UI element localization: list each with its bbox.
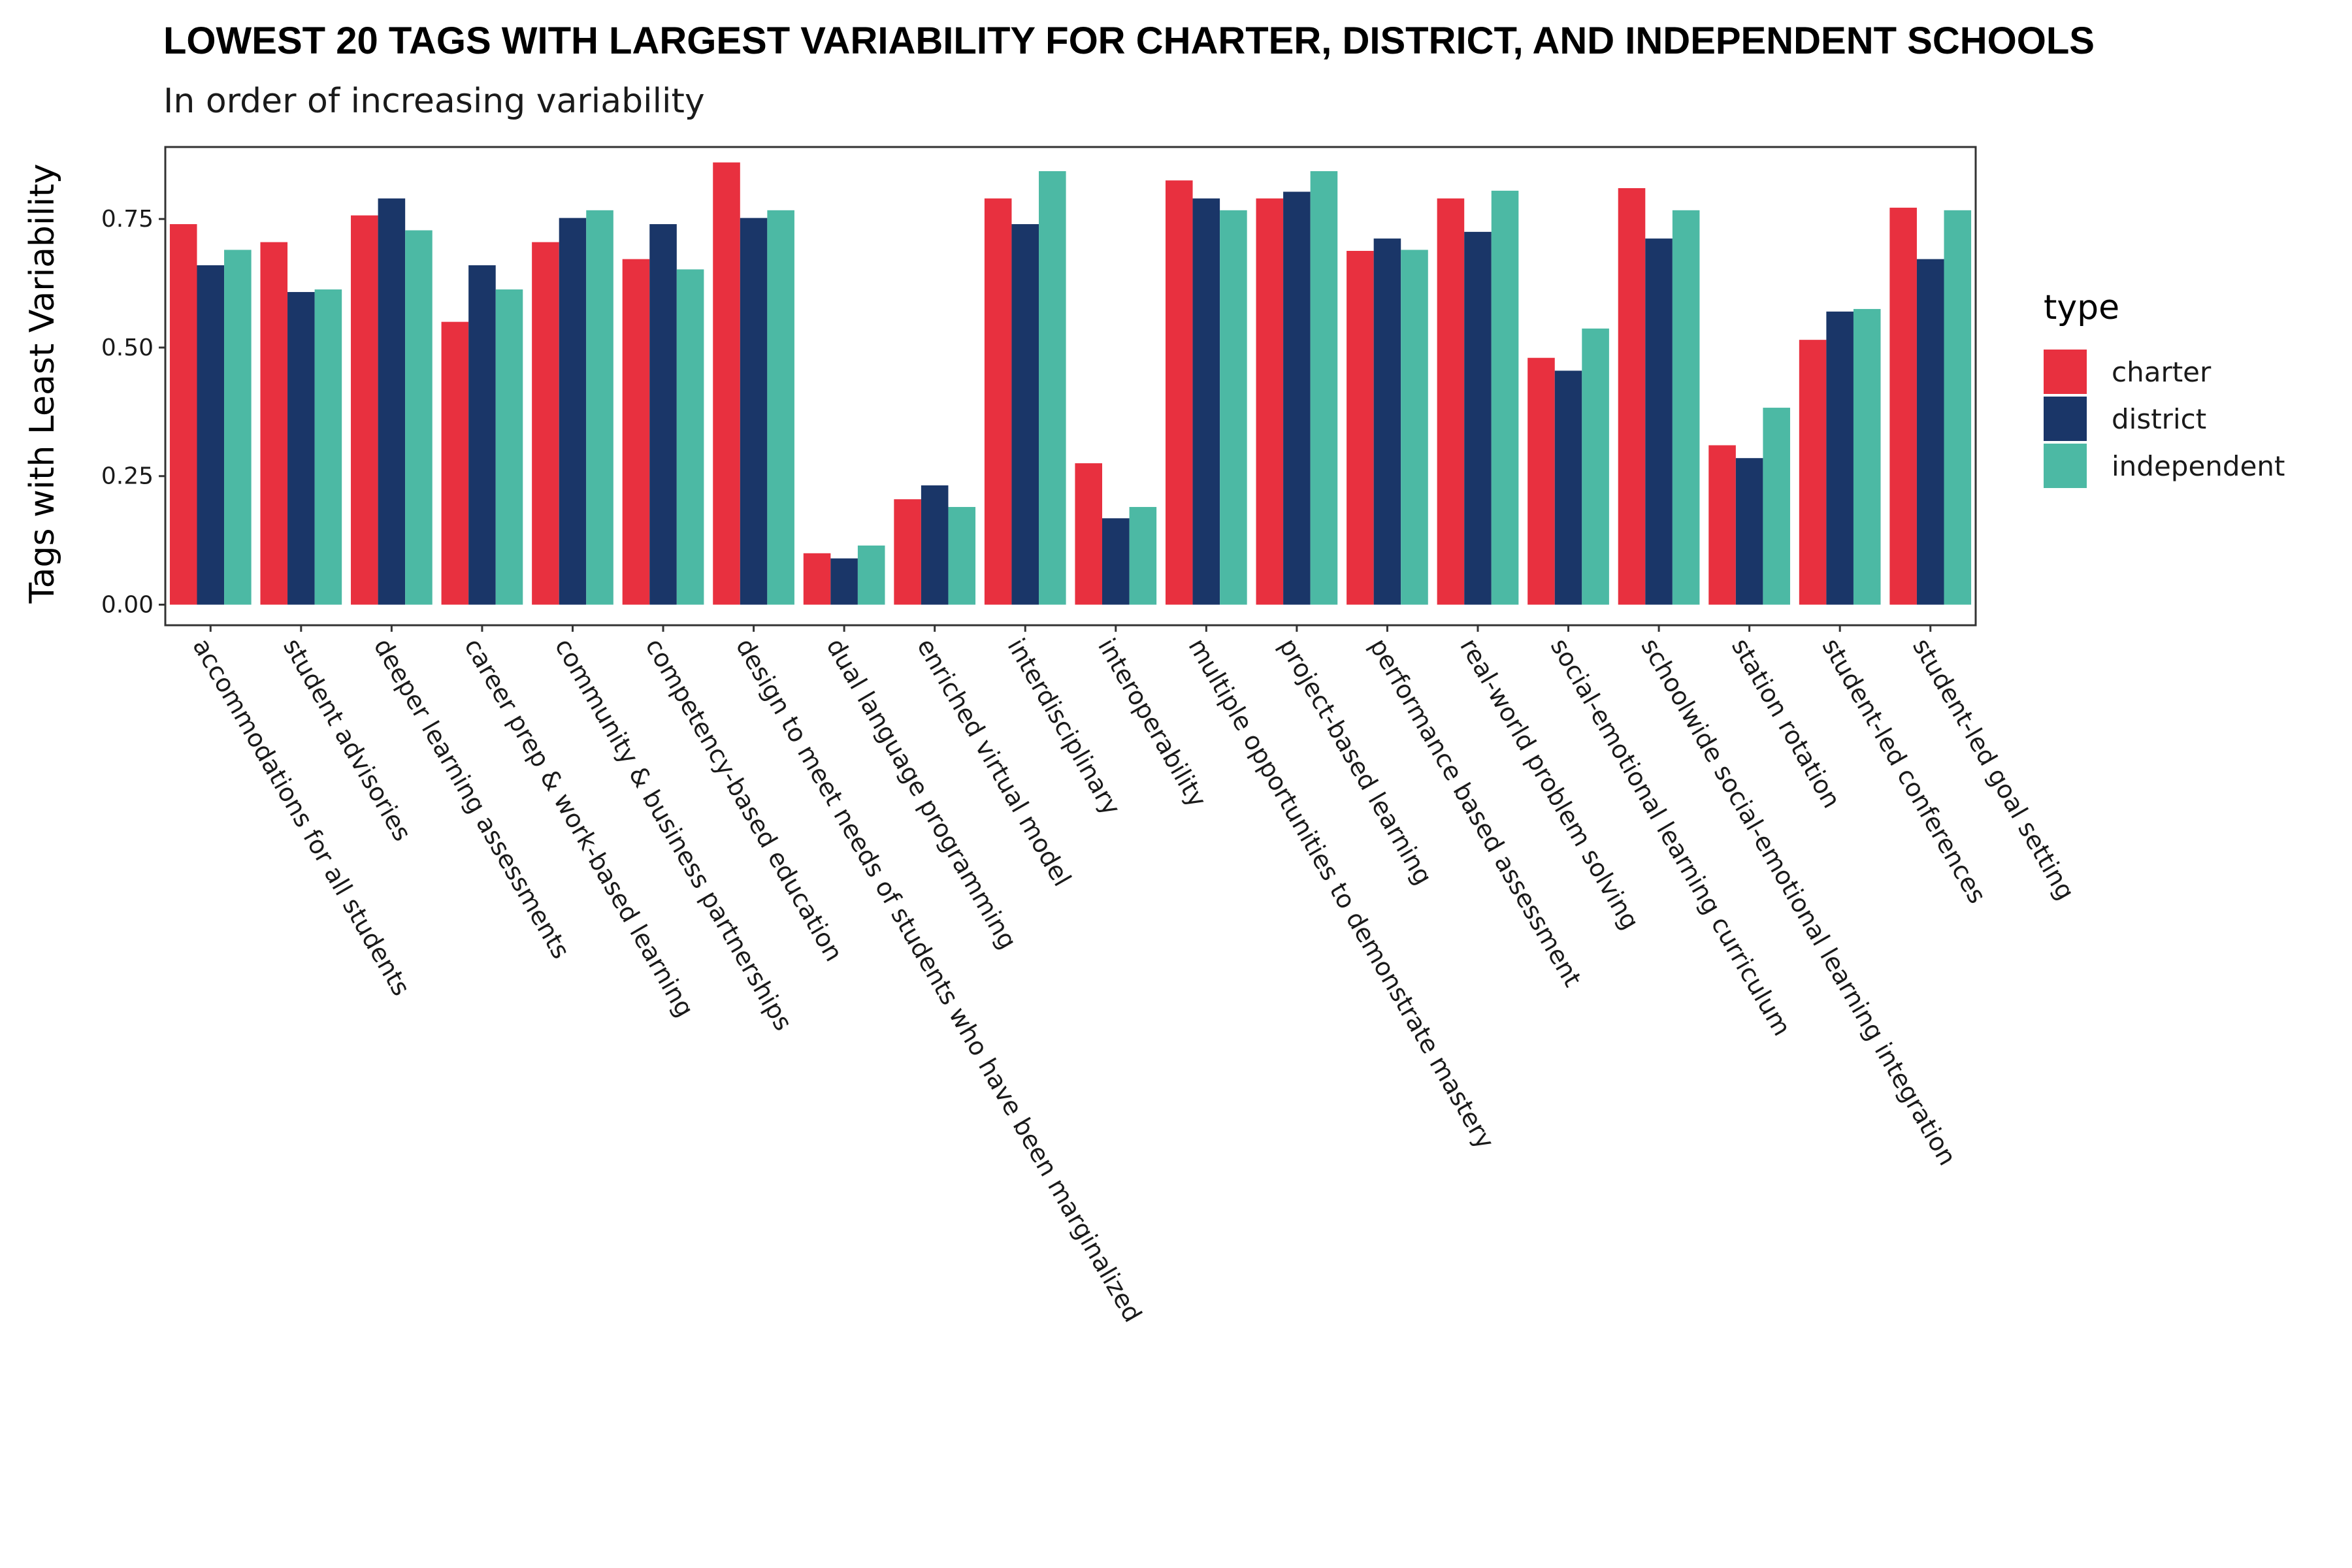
bar-charter-multiple-opportunities-to-demonstrate-mastery [1165, 180, 1193, 605]
x-tick-label-deeper-learning-assessments: deeper learning assessments [368, 634, 576, 964]
bar-independent-student-led-conferences [1853, 308, 1881, 605]
bar-charter-interoperability [1075, 463, 1102, 605]
legend-title: type [2044, 288, 2119, 327]
y-tick-label: 0.50 [101, 335, 154, 361]
bar-district-accommodations-for-all-students [197, 265, 225, 605]
bars-group [169, 162, 1972, 605]
x-tick-label-student-led-goal-setting: student-led goal setting [1907, 634, 2080, 905]
x-tick-label-enriched-virtual-model: enriched virtual model [911, 634, 1077, 891]
bar-independent-project-based-learning [1310, 171, 1338, 605]
legend-label-district: district [2112, 403, 2206, 435]
bar-district-social-emotional-learning-curriculum [1554, 370, 1582, 605]
bar-district-student-advisories [287, 291, 315, 605]
x-tick-label-real-world-problem-solving: real-world problem solving [1454, 634, 1644, 935]
bar-district-schoolwide-social-emotional-learning-integration [1645, 238, 1673, 605]
legend-label-independent: independent [2112, 450, 2285, 482]
bar-charter-interdisciplinary [984, 198, 1012, 605]
bar-charter-enriched-virtual-model [894, 499, 921, 605]
bar-district-student-led-goal-setting [1916, 259, 1944, 605]
bar-independent-deeper-learning-assessments [405, 230, 433, 605]
bar-district-real-world-problem-solving [1464, 231, 1492, 605]
bar-independent-enriched-virtual-model [948, 506, 976, 605]
bar-independent-student-led-goal-setting [1944, 210, 1972, 605]
bar-independent-career-prep-work-based-learning [495, 289, 523, 605]
bar-district-station-rotation [1735, 458, 1763, 605]
bar-independent-community-business-partnerships [586, 210, 613, 605]
bar-charter-performance-based-assessment [1347, 250, 1374, 605]
legend-label-charter: charter [2112, 356, 2212, 388]
bar-charter-dual-language-programming [803, 553, 831, 605]
bar-independent-social-emotional-learning-curriculum [1582, 328, 1609, 605]
bar-district-community-business-partnerships [559, 218, 587, 605]
y-axis-title: Tags with Least Variability [23, 163, 62, 604]
bar-charter-deeper-learning-assessments [351, 215, 378, 605]
y-tick-label: 0.00 [101, 592, 154, 619]
chart-subtitle: In order of increasing variability [163, 82, 705, 121]
y-tick-label: 0.75 [101, 206, 154, 233]
bar-independent-student-advisories [314, 289, 342, 605]
bar-independent-multiple-opportunities-to-demonstrate-mastery [1220, 210, 1247, 605]
bar-charter-student-led-goal-setting [1889, 207, 1917, 605]
legend-swatch-charter [2044, 350, 2087, 394]
bar-independent-dual-language-programming [857, 546, 885, 605]
bar-independent-station-rotation [1763, 408, 1790, 605]
bar-charter-project-based-learning [1256, 198, 1284, 605]
bar-charter-accommodations-for-all-students [169, 224, 197, 605]
plot-panel [164, 146, 1977, 627]
bar-charter-design-to-meet-needs-of-students-who-have-been-marginalized [713, 162, 740, 605]
legend-swatch-independent [2044, 444, 2087, 488]
bar-district-dual-language-programming [830, 558, 858, 605]
bar-independent-interdisciplinary [1039, 171, 1066, 605]
bar-district-interdisciplinary [1011, 224, 1039, 605]
bar-district-interoperability [1102, 518, 1130, 605]
chart-title: LOWEST 20 TAGS WITH LARGEST VARIABILITY … [163, 20, 2095, 62]
bar-charter-career-prep-work-based-learning [441, 321, 469, 605]
bar-independent-interoperability [1129, 506, 1157, 605]
bar-district-deeper-learning-assessments [378, 198, 406, 605]
bar-district-project-based-learning [1283, 191, 1311, 605]
x-tick-label-competency-based-education: competency-based education [640, 634, 849, 966]
bar-district-design-to-meet-needs-of-students-who-have-been-marginalized [740, 218, 768, 605]
bar-charter-schoolwide-social-emotional-learning-integration [1618, 188, 1646, 605]
bar-charter-station-rotation [1708, 445, 1736, 605]
x-tick-label-dual-language-programming: dual language programming [821, 634, 1022, 955]
bar-district-student-led-conferences [1826, 311, 1854, 605]
bar-charter-community-business-partnerships [532, 242, 559, 605]
bar-charter-competency-based-education [622, 259, 650, 605]
y-tick-label: 0.25 [101, 463, 154, 490]
bar-district-competency-based-education [649, 224, 677, 605]
bar-independent-performance-based-assessment [1401, 250, 1428, 605]
bar-district-multiple-opportunities-to-demonstrate-mastery [1192, 198, 1220, 605]
bar-charter-student-led-conferences [1799, 340, 1827, 605]
x-tick-label-schoolwide-social-emotional-learning-integration: schoolwide social-emotional learning int… [1635, 634, 1962, 1171]
bar-district-enriched-virtual-model [921, 485, 949, 605]
bar-independent-accommodations-for-all-students [224, 250, 252, 605]
bar-charter-student-advisories [260, 242, 288, 605]
bar-charter-real-world-problem-solving [1437, 198, 1465, 605]
bar-district-performance-based-assessment [1373, 238, 1401, 605]
bar-independent-design-to-meet-needs-of-students-who-have-been-marginalized [767, 210, 794, 605]
bar-independent-real-world-problem-solving [1491, 190, 1519, 605]
legend-swatch-district [2044, 397, 2087, 441]
legend: type charter district independent [2044, 288, 2285, 488]
x-tick-label-project-based-learning: project-based learning [1273, 634, 1438, 890]
x-tick-label-student-led-conferences: student-led conferences [1816, 634, 1991, 909]
bar-independent-competency-based-education [676, 269, 704, 605]
bar-charter-social-emotional-learning-curriculum [1527, 357, 1555, 605]
y-axis: 0.00 0.25 0.50 0.75 [101, 206, 165, 619]
bar-district-career-prep-work-based-learning [468, 265, 496, 605]
bar-independent-schoolwide-social-emotional-learning-integration [1672, 210, 1700, 605]
